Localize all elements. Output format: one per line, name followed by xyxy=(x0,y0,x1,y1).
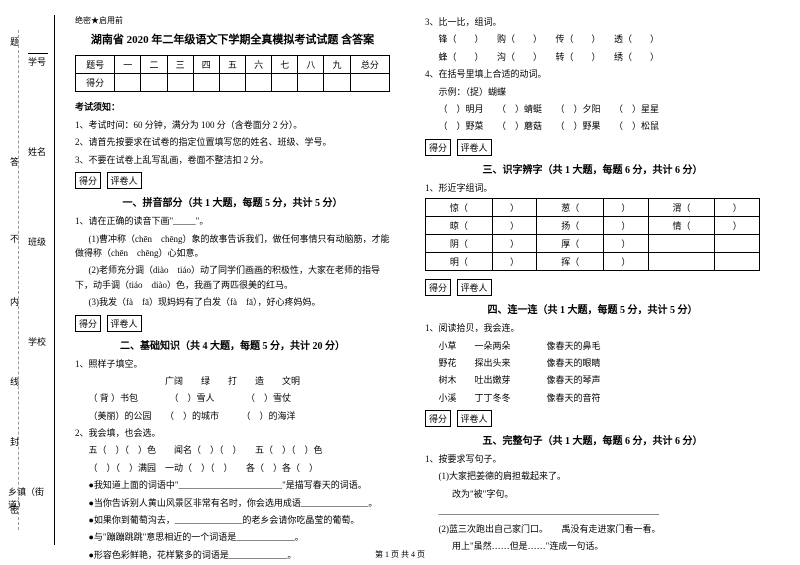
sec3-q: 1、形近字组词。 xyxy=(425,181,760,195)
sec2-r3: 五（ ）（ ）色 闻名（ ）（ ） 五（ ）（ ）色 xyxy=(75,443,390,457)
sec5-s2: (2)蓝三次跑出自己家门口。 禹没有走进家门看一看。 xyxy=(425,522,760,536)
sec2-r1: （ 背 ）书包 （ ）雪人 （ ）雪仗 xyxy=(75,391,390,405)
column-left: 绝密★启用前 湖南省 2020 年二年级语文下学期全真模拟考试试题 含答案 题号… xyxy=(55,15,405,545)
sec4-q: 1、阅读拾贝，我会连。 xyxy=(425,321,760,335)
sec2-q2: 2、我会填，也会选。 xyxy=(75,426,390,440)
th-score: 得分 xyxy=(76,74,115,92)
notice-heading: 考试须知： xyxy=(75,100,390,113)
sec2-r2: （美丽）的公园 （ ）的城市 （ ）的海洋 xyxy=(75,409,390,423)
score-table: 题号 一 二 三 四 五 六 七 八 九 总分 得分 xyxy=(75,55,390,92)
th-num: 题号 xyxy=(76,56,115,74)
sec5-line: ________________________________________… xyxy=(425,504,760,518)
sec2-ex: 广阔 绿 打 造 文明 xyxy=(75,374,390,388)
sec2r-r1: 锋（ ） 购（ ） 传（ ） 透（ ） xyxy=(425,32,760,46)
score-row-3: 得分 评卷人 xyxy=(425,139,760,156)
sec2-q1: 1、照样子填空。 xyxy=(75,357,390,371)
sec2r-r2: 蜂（ ） 沟（ ） 转（ ） 绣（ ） xyxy=(425,50,760,64)
sec2-r4: （ ）（ ）满园 一动（ ）（ ） 各（ ）各（ ） xyxy=(75,461,390,475)
char-table: 惊（）葱（）渭（） 晾（）扬（）情（） 阴（）厚（） 明（）挥（） xyxy=(425,198,760,271)
sec4-l1: 小草 一朵两朵 像春天的鼻毛 xyxy=(425,339,760,353)
sec2-b1: ●我知道上面的词语中"_______________________"是描写春天… xyxy=(75,478,390,492)
section-3-title: 三、识字辨字（共 1 大题，每题 6 分，共计 6 分） xyxy=(425,161,760,176)
left-margin: 学号 姓名 班级 学校 乡镇（街道） 题 答 不 内 线 封 密 xyxy=(0,15,55,545)
score-row-1: 得分 评卷人 xyxy=(75,172,390,189)
sec2-b4: ●与"蹦蹦跳跳"意思相近的一个词语是_____________。 xyxy=(75,530,390,544)
score-label: 得分 xyxy=(75,172,101,189)
sec5-q: 1、按要求写句子。 xyxy=(425,452,760,466)
reviewer-label: 评卷人 xyxy=(107,172,142,189)
sec2r-q4: 4、在括号里填上合适的动词。 xyxy=(425,67,760,81)
notice-3: 3、不要在试卷上乱写乱画，卷面不整洁扣 2 分。 xyxy=(75,153,390,167)
score-row-4: 得分 评卷人 xyxy=(425,279,760,296)
dotted-fold-line xyxy=(18,30,19,530)
sec4-l2: 野花 探出头来 像春天的眼睛 xyxy=(425,356,760,370)
sec2r-q3: 3、比一比，组词。 xyxy=(425,15,760,29)
notice-2: 2、请首先按要求在试卷的指定位置填写您的姓名、班级、学号。 xyxy=(75,135,390,149)
sec2-b2: ●当你告诉别人黄山风景区非常有名时，你会选用成语_______________。 xyxy=(75,496,390,510)
score-row-5: 得分 评卷人 xyxy=(425,410,760,427)
sec4-l4: 小溪 丁丁冬冬 像春天的音符 xyxy=(425,391,760,405)
page-footer: 第 1 页 共 4 页 xyxy=(0,549,800,560)
sec1-l1: (1)曹冲称（chēn chēng）象的故事告诉我们，做任何事情只有动脑筋，才能… xyxy=(75,232,390,261)
sec1-l3: (3)我发（fà fā）现妈妈有了白发（fà fā），好心疼妈妈。 xyxy=(75,295,390,309)
sec2r-ex: 示例：（捉）蝴蝶 xyxy=(425,85,760,99)
sec4-l3: 树木 吐出嫩芽 像春天的琴声 xyxy=(425,373,760,387)
sec2r-r4: （ ）野菜 （ ）蘑菇 （ ）野果 （ ）松鼠 xyxy=(425,119,760,133)
notice-1: 1、考试时间：60 分钟，满分为 100 分（含卷面分 2 分）。 xyxy=(75,118,390,132)
sec2r-r3: （ ）明月 （ ）蜻蜓 （ ）夕阳 （ ）星星 xyxy=(425,102,760,116)
section-1-title: 一、拼音部分（共 1 大题，每题 5 分，共计 5 分） xyxy=(75,194,390,209)
margin-label-xingming: 姓名 xyxy=(28,145,46,158)
margin-label-xuehao: 学号 xyxy=(28,55,46,68)
score-row-2: 得分 评卷人 xyxy=(75,315,390,332)
sec5-s1: (1)大家把姜德的肩担载起来了。 xyxy=(425,469,760,483)
sec2-b3: ●如果你到葡萄沟去，_______________的老乡会请你吃晶莹的葡萄。 xyxy=(75,513,390,527)
sec1-q: 1、请在正确的读音下画"_____"。 xyxy=(75,214,390,228)
margin-label-xuexiao: 学校 xyxy=(28,335,46,348)
section-5-title: 五、完整句子（共 1 大题，每题 6 分，共计 6 分） xyxy=(425,432,760,447)
classification-label: 绝密★启用前 xyxy=(75,15,390,26)
section-2-title: 二、基础知识（共 4 大题，每题 5 分，共计 20 分） xyxy=(75,337,390,352)
column-right: 3、比一比，组词。 锋（ ） 购（ ） 传（ ） 透（ ） 蜂（ ） 沟（ ） … xyxy=(405,15,775,545)
margin-label-banji: 班级 xyxy=(28,235,46,248)
sec1-l2: (2)老师充分调（diào tiáo）动了同学们画画的积极性，大家在老师的指导下… xyxy=(75,263,390,292)
exam-title: 湖南省 2020 年二年级语文下学期全真模拟考试试题 含答案 xyxy=(75,31,390,47)
sec5-s1b: 改为"被"字句。 xyxy=(425,487,760,501)
section-4-title: 四、连一连（共 1 大题，每题 5 分，共计 5 分） xyxy=(425,301,760,316)
page-container: 学号 姓名 班级 学校 乡镇（街道） 题 答 不 内 线 封 密 绝密★启用前 … xyxy=(0,0,800,545)
